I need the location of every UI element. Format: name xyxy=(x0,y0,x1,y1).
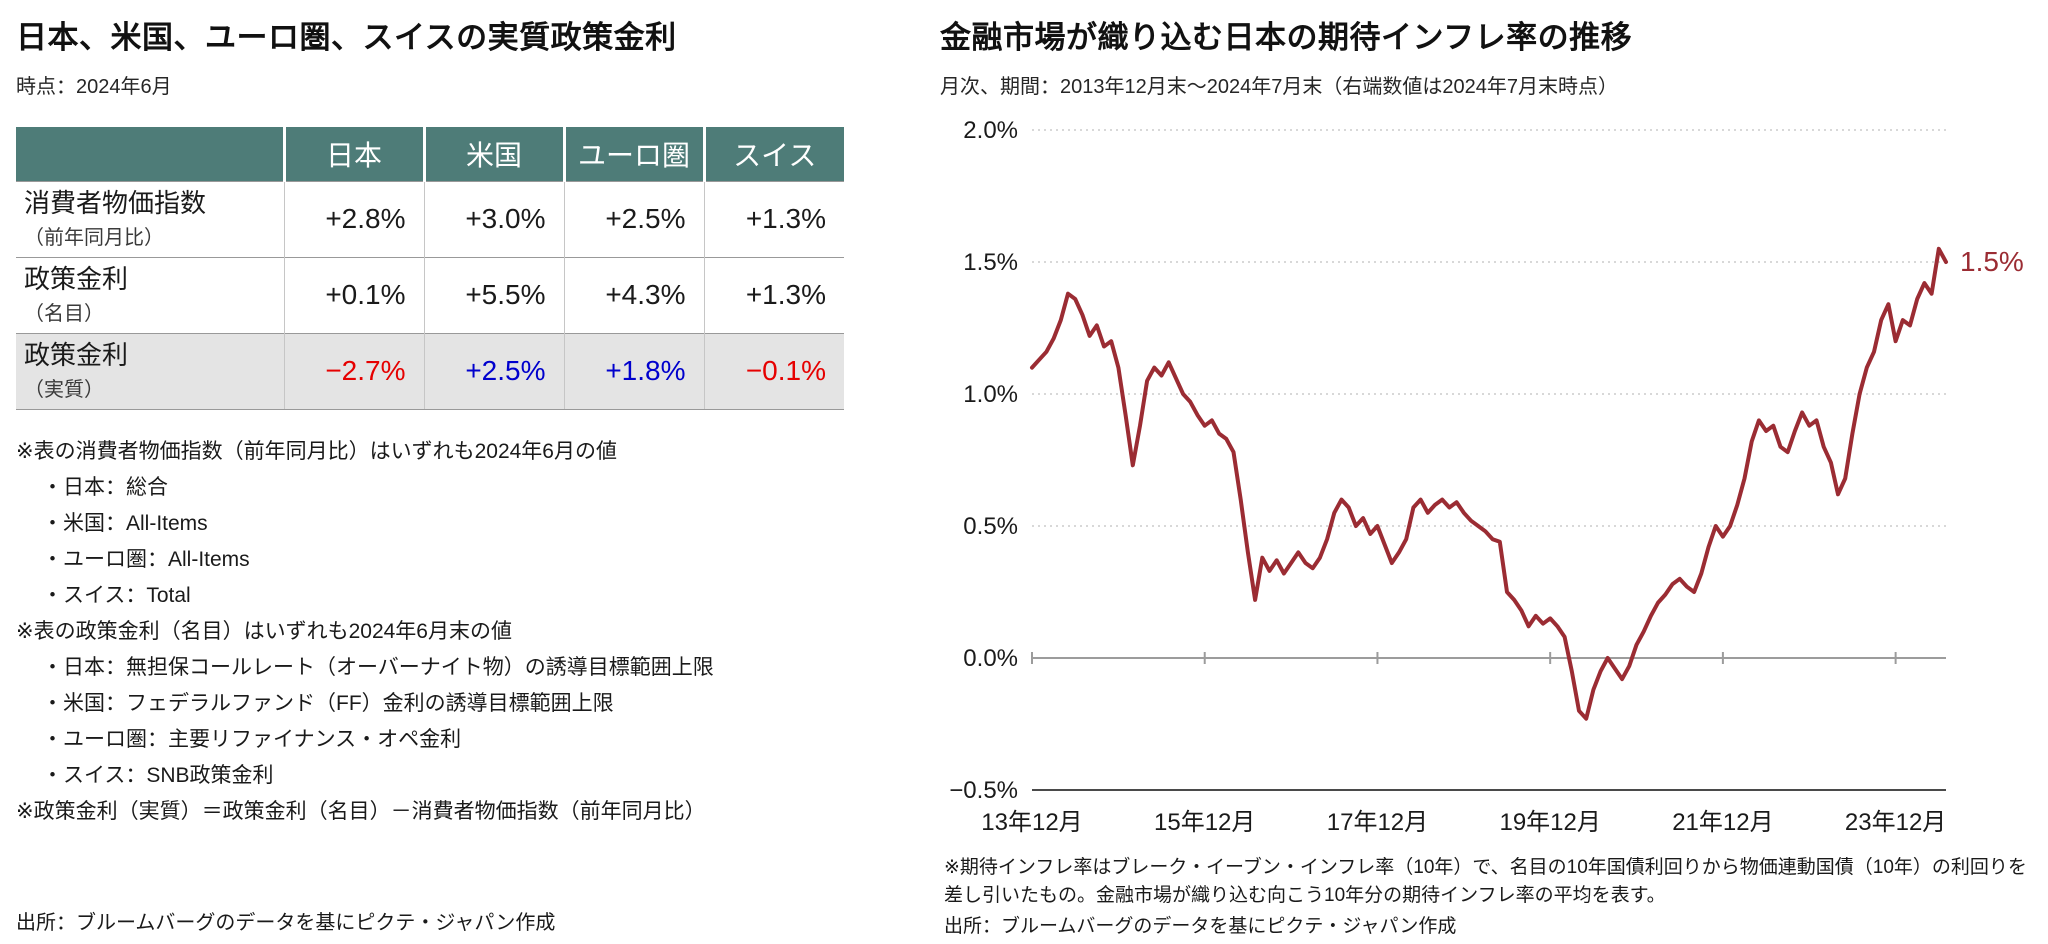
row-label: 消費者物価指数 xyxy=(24,188,207,218)
note-line: ・スイス：SNB政策金利 xyxy=(42,763,274,787)
row-label-cell: 政策金利 （名目） xyxy=(16,256,284,333)
note-line: ・日本：無担保コールレート（オーバーナイト物）の誘導目標範囲上限 xyxy=(42,655,714,679)
cell-real-swiss: −0.1% xyxy=(703,332,844,410)
x-tick-label: 13年12月 xyxy=(981,809,1082,836)
note-line: ・日本：総合 xyxy=(42,475,168,499)
note-line: ※政策金利（実質）＝政策金利（名目）－消費者物価指数（前年同月比） xyxy=(16,799,706,823)
table-corner-cell xyxy=(16,127,284,181)
y-tick-label: 1.0% xyxy=(963,381,1018,408)
right-notes: ※期待インフレ率はブレーク・イーブン・インフレ率（10年）で、名目の10年国債利… xyxy=(944,854,2040,941)
row-label-sub: （前年同月比） xyxy=(24,227,164,249)
expected-inflation-line xyxy=(1030,246,1948,721)
end-value-label: 1.5% xyxy=(1960,246,2024,277)
y-tick-label: 0.0% xyxy=(963,645,1018,672)
table-col-header-japan: 日本 xyxy=(282,127,424,181)
cell-nominal-us: +5.5% xyxy=(423,256,564,333)
note-line: ・米国：フェデラルファンド（FF）金利の誘導目標範囲上限 xyxy=(42,691,614,715)
table-row-nominal-rate: 政策金利 （名目） +0.1% +5.5% +4.3% +1.3% xyxy=(16,256,844,333)
x-tick-label: 19年12月 xyxy=(1499,809,1600,836)
chart-note-line: ※期待インフレ率はブレーク・イーブン・インフレ率（10年）で、名目の10年国債利… xyxy=(944,857,2027,906)
cell-nominal-japan: +0.1% xyxy=(283,256,424,333)
table-col-header-swiss: スイス xyxy=(702,127,844,181)
row-label: 政策金利 xyxy=(24,340,129,370)
x-tick-label: 23年12月 xyxy=(1845,809,1946,836)
left-notes-list: ※表の消費者物価指数（前年同月比）はいずれも2024年6月の値・日本：総合・米国… xyxy=(16,434,906,830)
right-panel-title: 金融市場が織り込む日本の期待インフレ率の推移 xyxy=(940,20,1633,55)
row-label: 政策金利 xyxy=(24,264,129,294)
cell-cpi-swiss: +1.3% xyxy=(703,180,844,257)
y-tick-label: 2.0% xyxy=(963,117,1018,144)
cell-cpi-us: +3.0% xyxy=(423,180,564,257)
row-label-sub: （名目） xyxy=(24,303,104,325)
note-line: ・スイス：Total xyxy=(42,583,191,607)
row-label-cell: 政策金利 （実質） xyxy=(16,332,284,410)
real-policy-rate-table: 日本 米国 ユーロ圏 スイス 消費者物価指数 （前年同月比） +2.8% +3.… xyxy=(16,127,844,410)
note-line: ※表の消費者物価指数（前年同月比）はいずれも2024年6月の値 xyxy=(16,439,617,463)
table-row-real-rate: 政策金利 （実質） −2.7% +2.5% +1.8% −0.1% xyxy=(16,332,844,410)
x-tick-label: 15年12月 xyxy=(1154,809,1255,836)
table-header-row: 日本 米国 ユーロ圏 スイス xyxy=(16,127,844,181)
expected-inflation-line-chart: 2.0% 1.5% 1.0% 0.5% 0.0% −0.5% 13年12月 15年12月 17年… xyxy=(949,117,2024,836)
table-row-cpi: 消費者物価指数 （前年同月比） +2.8% +3.0% +2.5% +1.3% xyxy=(16,180,844,257)
note-line: ・米国：All-Items xyxy=(42,511,208,535)
cell-nominal-swiss: +1.3% xyxy=(703,256,844,333)
left-panel-subtitle: 時点：2024年6月 xyxy=(16,76,172,98)
x-tick-label: 21年12月 xyxy=(1672,809,1773,836)
table-col-header-us: 米国 xyxy=(422,127,564,181)
row-label-cell: 消費者物価指数 （前年同月比） xyxy=(16,180,284,257)
left-source: 出所：ブルームバーグのデータを基にピクテ・ジャパン作成 xyxy=(16,912,556,934)
x-tick-label: 17年12月 xyxy=(1327,809,1428,836)
right-source: 出所：ブルームバーグのデータを基にピクテ・ジャパン作成 xyxy=(944,916,1457,937)
y-tick-label: 0.5% xyxy=(963,513,1018,540)
left-panel: 日本、米国、ユーロ圏、スイスの実質政策金利 時点：2024年6月 日本 米国 ユ… xyxy=(16,0,906,944)
cell-nominal-euro: +4.3% xyxy=(563,256,704,333)
row-label-sub: （実質） xyxy=(24,379,104,401)
cell-cpi-euro: +2.5% xyxy=(563,180,704,257)
left-panel-title: 日本、米国、ユーロ圏、スイスの実質政策金利 xyxy=(16,20,677,55)
note-line: ・ユーロ圏：All-Items xyxy=(42,547,250,571)
table-col-header-euro: ユーロ圏 xyxy=(562,127,704,181)
cell-real-us: +2.5% xyxy=(423,332,564,410)
note-line: ※表の政策金利（名目）はいずれも2024年6月末の値 xyxy=(16,619,512,643)
note-line: ・ユーロ圏：主要リファイナンス・オペ金利 xyxy=(42,727,462,751)
right-panel-subtitle: 月次、期間：2013年12月末～2024年7月末（右端数値は2024年7月末時点… xyxy=(940,76,1618,98)
cell-real-japan: −2.7% xyxy=(283,332,424,410)
cell-cpi-japan: +2.8% xyxy=(283,180,424,257)
y-tick-label: −0.5% xyxy=(949,777,1018,804)
cell-real-euro: +1.8% xyxy=(563,332,704,410)
right-panel: 金融市場が織り込む日本の期待インフレ率の推移 月次、期間：2013年12月末～2… xyxy=(940,0,2048,944)
y-tick-label: 1.5% xyxy=(963,249,1018,276)
